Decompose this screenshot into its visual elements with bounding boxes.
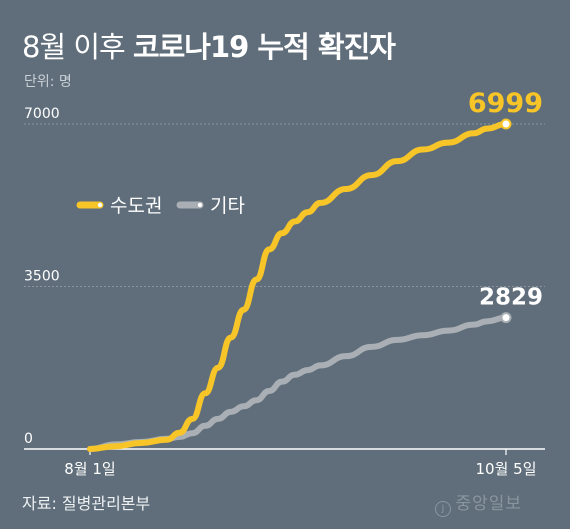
data-point — [229, 410, 232, 414]
series-line-other — [87, 314, 509, 452]
data-point — [204, 392, 207, 395]
publisher-logo: J 중앙일보 — [435, 489, 522, 517]
data-point — [421, 148, 424, 151]
x-tick-label: 10월 5일 — [476, 460, 537, 478]
y-tick-label: 7000 — [24, 106, 60, 122]
data-point — [216, 417, 220, 421]
data-point — [255, 278, 258, 281]
legend-swatch-dot — [197, 202, 203, 208]
data-point — [472, 323, 476, 326]
data-point — [242, 405, 245, 408]
title-period: 8월 이후 — [22, 30, 126, 64]
source-note: 자료: 질병관리본부 — [22, 494, 151, 513]
data-point — [344, 354, 348, 358]
series-end-marker — [500, 312, 512, 324]
legend-label: 수도권 — [110, 195, 162, 217]
data-point — [344, 187, 348, 191]
data-point — [280, 380, 284, 383]
data-point — [319, 364, 322, 367]
data-point — [268, 248, 271, 251]
data-point — [472, 132, 476, 135]
series-end-label: 2829 — [479, 285, 543, 311]
legend-label: 기타 — [210, 195, 245, 217]
data-point — [178, 435, 181, 439]
data-point — [140, 441, 143, 445]
data-point — [319, 201, 322, 205]
data-point — [396, 338, 399, 342]
data-point — [88, 447, 92, 451]
data-point — [229, 336, 232, 339]
data-point — [293, 220, 296, 223]
data-point — [280, 231, 284, 235]
data-point — [370, 173, 373, 177]
data-point — [178, 431, 181, 434]
data-point — [421, 334, 424, 337]
publisher-logo-icon: J — [435, 501, 452, 517]
series-end-marker — [500, 118, 512, 130]
cumulative-cases-line-chart: 0 3500 7000 8월 1일 10월 5일 2829 6999 수도권 기타 — [24, 88, 545, 478]
data-point — [293, 373, 296, 376]
data-point — [306, 368, 309, 372]
unit-label: 단위: 명 — [24, 74, 72, 90]
data-point — [370, 345, 373, 349]
data-point — [165, 438, 168, 441]
data-point — [242, 308, 245, 311]
y-tick-label: 3500 — [24, 269, 60, 285]
data-point — [306, 211, 309, 214]
data-point — [255, 399, 258, 402]
title-main: 코로나19 누적 확진자 — [132, 30, 396, 64]
legend-swatch-dot — [97, 202, 103, 208]
data-point — [191, 432, 194, 435]
data-point — [485, 320, 488, 323]
data-point — [204, 424, 207, 427]
data-point — [447, 141, 450, 144]
y-tick-label: 0 — [24, 431, 33, 447]
data-point — [268, 389, 271, 393]
data-point — [396, 159, 399, 163]
chart-title: 8월 이후 코로나19 누적 확진자 — [22, 24, 396, 66]
series-line-capital — [87, 121, 509, 452]
series-end-label: 6999 — [468, 88, 543, 119]
publisher-name: 중앙일보 — [455, 494, 522, 514]
data-point — [191, 417, 194, 421]
data-point — [447, 329, 450, 332]
data-point — [114, 445, 117, 448]
x-tick-label: 8월 1일 — [64, 460, 115, 478]
data-point — [485, 127, 488, 130]
data-point — [216, 366, 220, 369]
